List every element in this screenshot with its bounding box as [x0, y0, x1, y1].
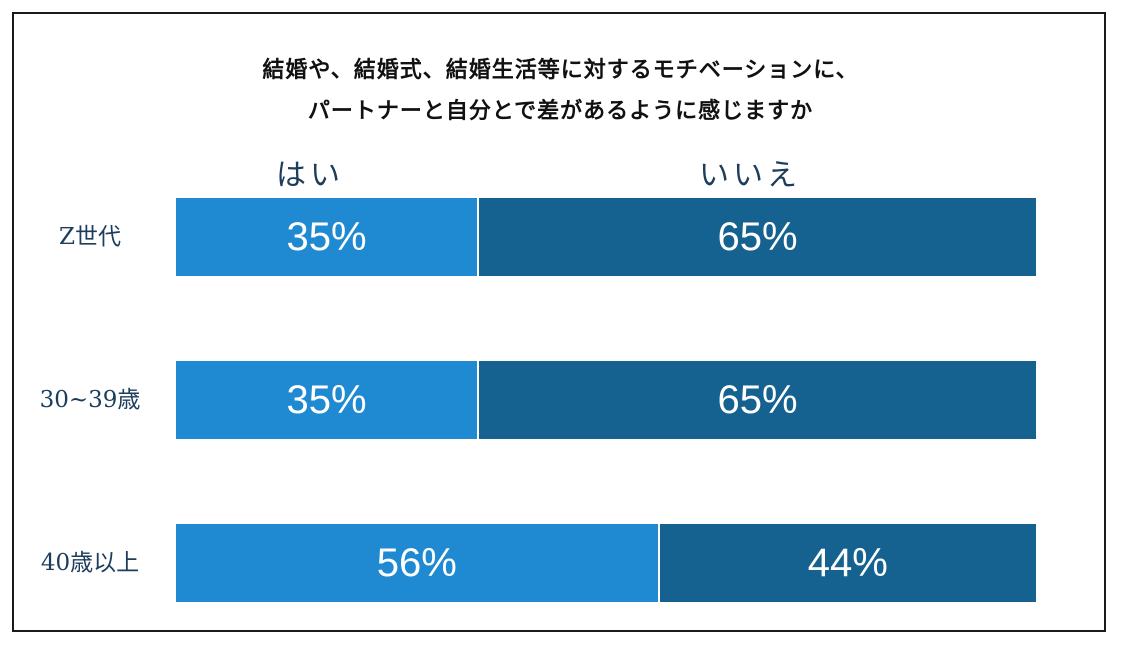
- legend-no: いいえ: [699, 158, 801, 193]
- bar-segment-yes: 56%: [176, 524, 658, 602]
- bar-segment-yes: 35%: [176, 198, 477, 276]
- category-label: 40歳以上: [40, 550, 140, 576]
- bar-segment-no: 65%: [477, 361, 1036, 439]
- legend-yes: はい: [276, 158, 344, 193]
- chart-title: 結婚や、結婚式、結婚生活等に対するモチベーションに、: [262, 57, 859, 83]
- bar-segment-no: 65%: [477, 198, 1036, 276]
- bar-segment-no: 44%: [657, 524, 1036, 602]
- bar-segment-yes: 35%: [176, 361, 477, 439]
- category-label: Z世代: [59, 224, 121, 250]
- category-label: 30~39歳: [39, 387, 141, 413]
- chart-subtitle: パートナーと自分とで差があるように感じますか: [307, 98, 814, 124]
